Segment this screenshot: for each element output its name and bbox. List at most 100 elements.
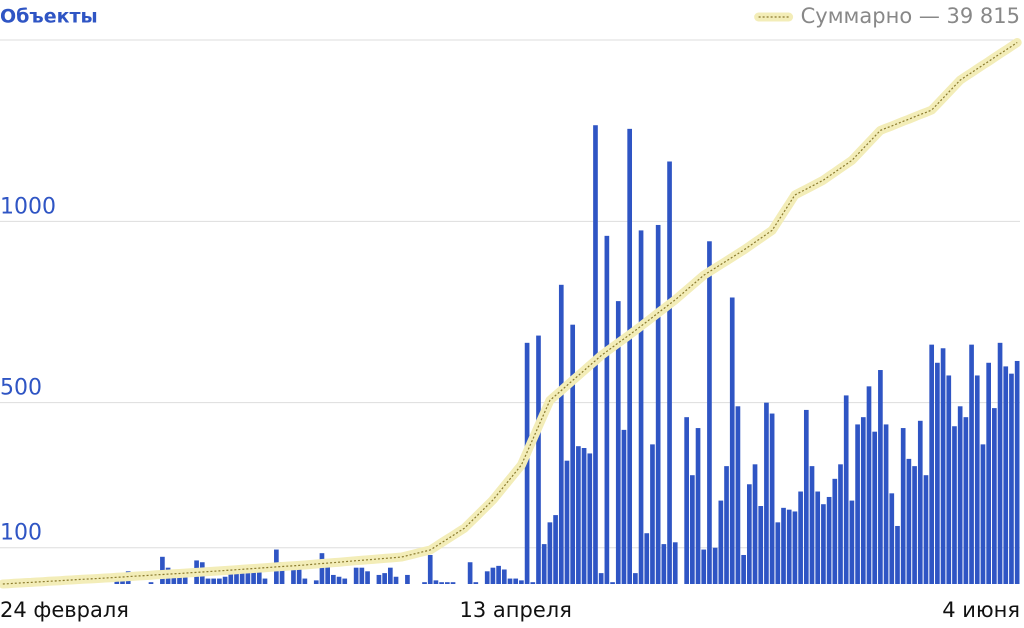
bar <box>439 582 444 584</box>
bar <box>496 565 501 584</box>
bar <box>547 522 553 584</box>
bar <box>758 506 764 584</box>
bar <box>712 547 718 584</box>
y-tick-label: 500 <box>0 376 42 401</box>
bar <box>256 564 262 584</box>
line <box>2 42 1018 585</box>
x-tick-label: 13 апреля <box>460 598 572 622</box>
bar <box>638 230 644 584</box>
bar <box>849 500 855 584</box>
bar <box>576 446 581 584</box>
legend-label: Суммарно — 39 815 <box>801 4 1020 28</box>
bar <box>353 567 359 584</box>
bar <box>895 525 900 584</box>
bar <box>177 573 182 584</box>
bar <box>513 578 519 584</box>
bar <box>182 573 188 584</box>
bar <box>570 324 576 584</box>
bar <box>245 569 251 584</box>
bar <box>365 571 370 584</box>
bar <box>473 582 479 584</box>
bar <box>701 549 707 584</box>
bar <box>422 582 427 584</box>
bar <box>558 284 564 584</box>
bar <box>661 544 667 584</box>
bar <box>963 417 969 584</box>
bar <box>405 574 410 584</box>
bar <box>866 386 872 584</box>
bar <box>792 511 798 584</box>
bar <box>775 522 781 584</box>
bar <box>923 475 929 584</box>
x-tick-label: 4 июня <box>942 598 1020 622</box>
bar <box>427 554 433 584</box>
bar <box>872 431 878 584</box>
bar <box>838 464 843 584</box>
bar <box>695 428 701 584</box>
bar <box>536 335 541 584</box>
bar <box>291 567 296 584</box>
bar <box>541 544 547 584</box>
bar <box>382 573 387 584</box>
bar <box>809 466 815 584</box>
bar <box>296 569 302 584</box>
bar <box>376 574 382 584</box>
bar <box>815 491 821 584</box>
bar <box>530 582 536 584</box>
bar <box>1014 360 1020 584</box>
bar <box>889 493 895 584</box>
bar <box>604 235 610 584</box>
bar <box>519 580 524 584</box>
bar <box>302 578 308 584</box>
bar <box>484 571 490 584</box>
bar <box>997 342 1003 584</box>
bar <box>336 576 342 584</box>
bar <box>633 573 638 584</box>
bar <box>507 578 513 584</box>
y-tick-label: 1000 <box>0 194 56 219</box>
bar <box>205 578 211 584</box>
bar <box>724 466 729 584</box>
bar <box>313 580 319 584</box>
bar <box>450 582 456 584</box>
bar <box>672 542 678 584</box>
bar <box>524 342 530 584</box>
bar <box>786 509 792 584</box>
bar <box>940 348 946 584</box>
bar <box>957 406 963 584</box>
bar <box>650 444 655 584</box>
bar <box>251 567 256 584</box>
bar <box>387 567 393 584</box>
bar <box>929 344 935 584</box>
bar <box>279 562 285 584</box>
bar <box>444 582 450 584</box>
bar <box>319 553 325 584</box>
bar <box>798 491 803 584</box>
bar <box>433 580 439 584</box>
bar <box>553 515 558 584</box>
bar <box>781 507 786 584</box>
bar <box>393 576 399 584</box>
bar <box>359 567 365 584</box>
bar <box>741 554 746 584</box>
bar <box>610 582 615 584</box>
bar <box>598 573 604 584</box>
bar <box>843 395 849 584</box>
x-tick-label: 24 февраля <box>0 598 129 622</box>
bar <box>764 402 769 584</box>
bar <box>239 571 245 584</box>
bar <box>729 297 735 584</box>
bar <box>644 533 650 584</box>
bar <box>969 344 974 584</box>
labels: 100 500 1000 24 февраля 13 апреля 4 июня Сумма… <box>0 4 1020 622</box>
bar <box>992 408 997 584</box>
bar <box>467 562 473 584</box>
bar <box>832 478 838 584</box>
bar <box>906 458 912 584</box>
bar <box>935 362 940 584</box>
chart-title: Объекты <box>0 6 98 28</box>
bar <box>228 573 234 584</box>
bar <box>752 464 758 584</box>
bar <box>490 567 496 584</box>
bar <box>331 574 336 584</box>
